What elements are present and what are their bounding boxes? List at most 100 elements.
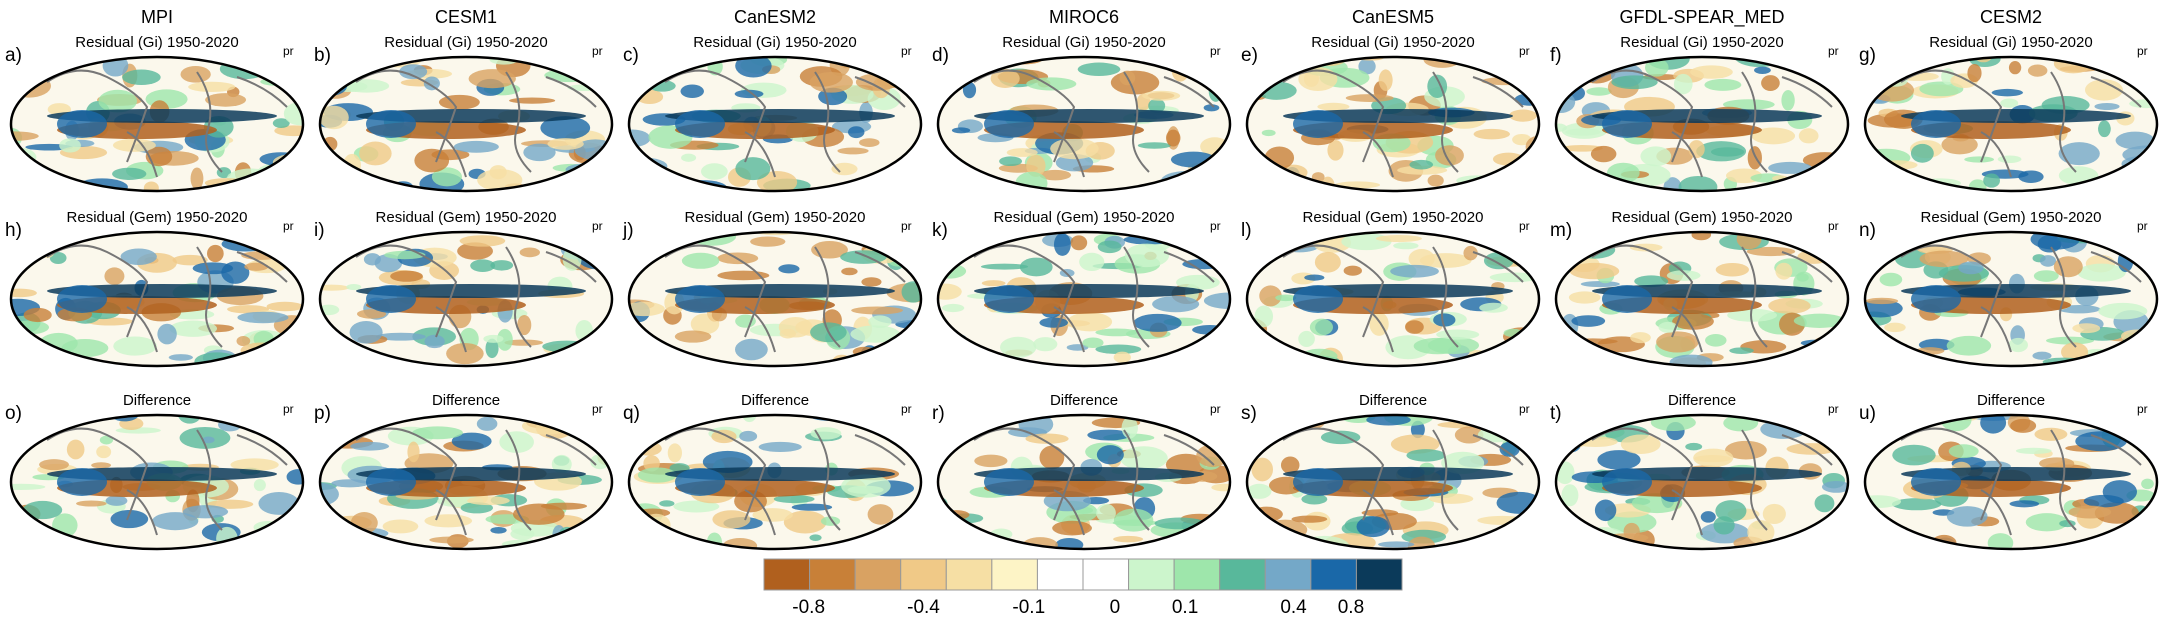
map-texture (1077, 62, 1121, 77)
map-texture (1796, 273, 1809, 282)
blue-patch (1602, 468, 1652, 496)
map-texture (1910, 143, 1934, 163)
colorbar-label: -0.1 (1012, 597, 1045, 618)
map (1247, 57, 1539, 191)
map-texture (947, 65, 961, 79)
map-texture (944, 415, 971, 434)
map-texture (424, 514, 473, 528)
map-outline (1554, 55, 1850, 193)
variable-label: pr (2137, 44, 2148, 58)
coastline (1591, 427, 1833, 536)
map-texture (635, 537, 679, 549)
map-outline (1245, 230, 1541, 368)
map-texture (120, 248, 157, 265)
variable-label: pr (1828, 402, 1839, 416)
variable-label: pr (1210, 44, 1221, 58)
blue-patch (1911, 110, 1961, 138)
map-outline (1245, 413, 1541, 551)
map-texture (272, 118, 290, 129)
map-texture (681, 252, 720, 269)
map (11, 415, 303, 549)
map-texture (1195, 171, 1230, 191)
map-texture (2008, 61, 2022, 75)
map-texture (177, 415, 202, 424)
map-texture (1113, 535, 1144, 543)
map-texture (517, 314, 532, 336)
map-texture (1491, 171, 1539, 180)
map (629, 415, 921, 549)
map-texture (344, 541, 385, 549)
map-texture (566, 232, 612, 241)
map-texture (1865, 297, 1899, 305)
coastline (973, 427, 1215, 536)
map-texture (1463, 57, 1514, 65)
map-texture (1672, 313, 1714, 330)
map-texture (645, 415, 694, 423)
map-texture (384, 250, 426, 260)
panel-label: k) (932, 220, 948, 241)
map-texture (2009, 500, 2040, 508)
map-texture (576, 520, 612, 542)
map-texture (169, 320, 218, 337)
map-texture (1948, 444, 1979, 459)
map (1865, 57, 2157, 191)
map-texture (752, 508, 793, 522)
column-title: CESM2 (1980, 7, 2042, 27)
map-texture (1142, 90, 1181, 101)
map-texture (1455, 232, 1495, 235)
panel-title: Residual (Gem) 1950-2020 (67, 209, 248, 226)
map-texture (1454, 426, 1484, 444)
map-texture (286, 469, 303, 485)
map-texture (849, 415, 863, 424)
map-texture (112, 167, 147, 181)
map-texture (1263, 519, 1308, 541)
map-texture (1751, 127, 1796, 145)
map-texture (1489, 272, 1539, 283)
map-texture (1343, 265, 1362, 276)
map-texture (640, 232, 667, 241)
coastline (973, 69, 1215, 178)
map-texture (2136, 72, 2150, 84)
coastline (355, 69, 597, 178)
colorbar-swatch (1355, 558, 1403, 591)
variable-label: pr (283, 44, 294, 58)
coastline (1282, 427, 1524, 536)
map-texture (1301, 493, 1328, 505)
map-texture (2098, 120, 2111, 138)
map-texture (152, 512, 199, 531)
map-texture (1247, 359, 1275, 366)
map-texture (629, 301, 665, 317)
map-texture (629, 528, 656, 536)
map-texture (1754, 66, 1771, 75)
panel-label: p) (314, 403, 331, 424)
map-texture (1818, 520, 1848, 530)
map-texture (1375, 235, 1422, 243)
map-texture (667, 443, 683, 463)
map-texture (773, 495, 815, 504)
colorbar-swatch (1082, 558, 1130, 591)
map-texture (578, 168, 612, 184)
map-texture (1691, 232, 1712, 241)
colorbar-label: -0.8 (792, 597, 825, 618)
colorbar-label: 0 (1110, 597, 1121, 618)
map-texture (451, 432, 492, 450)
map-texture (1095, 344, 1142, 355)
map-texture (205, 93, 247, 107)
map-texture (1026, 154, 1046, 177)
variable-label: pr (592, 44, 603, 58)
colorbar-swatch (1173, 558, 1221, 591)
map-texture (497, 328, 513, 351)
map-texture (1865, 536, 1891, 549)
coastline (1900, 69, 2142, 178)
map-texture (1980, 415, 2007, 434)
map-texture (951, 127, 971, 134)
map-texture (11, 520, 28, 531)
map-texture (722, 538, 758, 549)
map-texture (1490, 238, 1508, 246)
map-outline (318, 413, 614, 551)
map-texture (2094, 102, 2120, 111)
map-texture (1314, 251, 1341, 273)
map-texture (2008, 337, 2028, 353)
map-texture (2010, 418, 2037, 433)
coastline (1282, 69, 1524, 178)
